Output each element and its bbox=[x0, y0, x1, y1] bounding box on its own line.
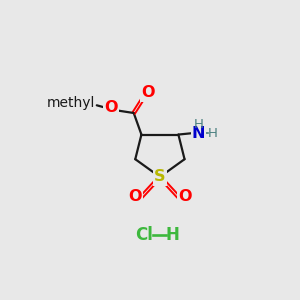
Text: methyl: methyl bbox=[47, 96, 95, 110]
Text: O: O bbox=[128, 189, 142, 204]
Text: S: S bbox=[154, 169, 166, 184]
Text: H: H bbox=[207, 127, 217, 140]
Text: O: O bbox=[141, 85, 154, 100]
Text: Cl: Cl bbox=[136, 226, 153, 244]
Text: H: H bbox=[194, 118, 203, 131]
Text: N: N bbox=[192, 125, 205, 140]
Text: O: O bbox=[105, 100, 118, 115]
Text: H: H bbox=[165, 226, 179, 244]
Text: O: O bbox=[178, 189, 191, 204]
